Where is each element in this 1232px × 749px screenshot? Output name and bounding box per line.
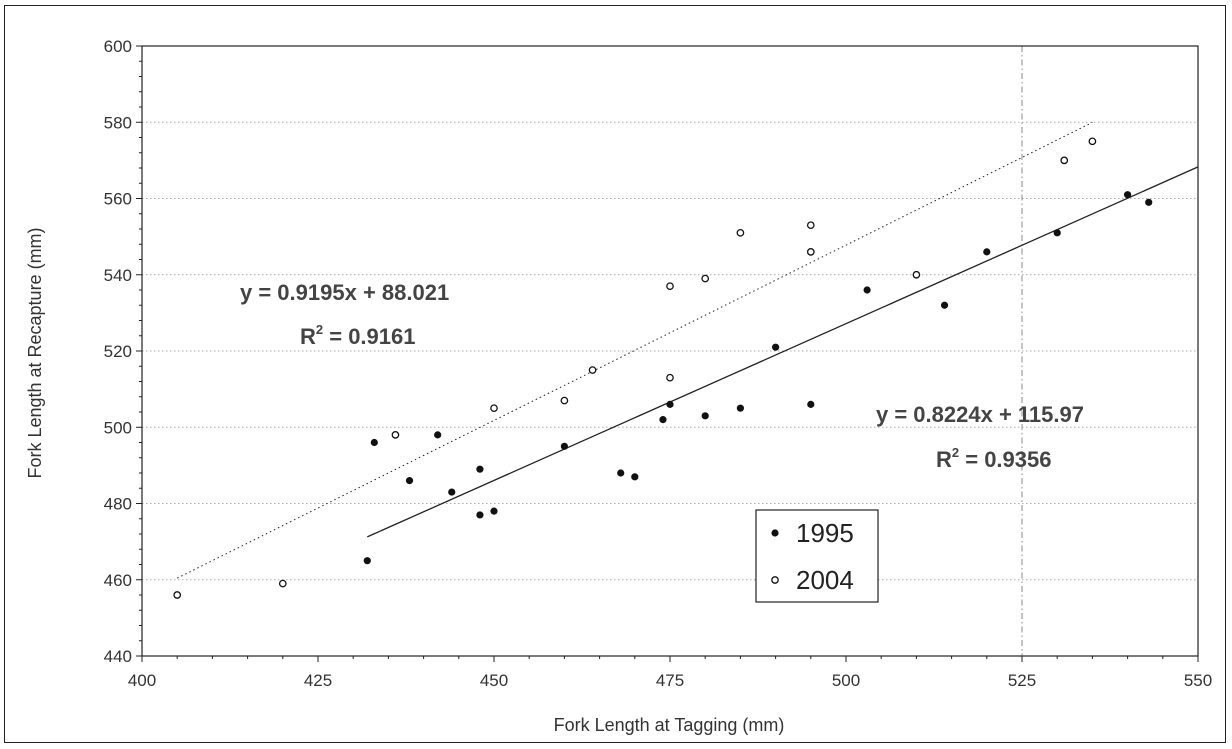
r2-2004: R2 = 0.9161 xyxy=(300,322,416,349)
tick-label-y-560: 560 xyxy=(104,190,132,209)
point-1995 xyxy=(983,248,991,256)
point-1995 xyxy=(659,416,667,424)
point-1995 xyxy=(1053,229,1061,237)
tick-label-x-500: 500 xyxy=(832,671,860,690)
point-2004 xyxy=(588,366,597,374)
point-1995 xyxy=(476,511,484,519)
tick-label-x-550: 550 xyxy=(1184,671,1212,690)
point-1995 xyxy=(863,286,871,294)
legend-marker-2004 xyxy=(771,576,779,584)
legend-label-2004: 2004 xyxy=(796,565,854,595)
point-2004 xyxy=(278,579,287,588)
equation-1995: y = 0.8224x + 115.97 xyxy=(876,402,1084,427)
tick-label-y-460: 460 xyxy=(104,571,132,590)
r2-1995: R2 = 0.9356 xyxy=(936,445,1052,472)
point-1995 xyxy=(701,412,709,420)
point-1995 xyxy=(434,431,442,439)
tick-label-y-520: 520 xyxy=(104,342,132,361)
point-1995 xyxy=(631,473,639,481)
legend-label-1995: 1995 xyxy=(796,518,854,548)
point-2004 xyxy=(736,228,745,237)
legend: 1995 2004 xyxy=(755,509,879,603)
point-1995 xyxy=(807,400,815,408)
point-1995 xyxy=(1145,198,1153,206)
tick-label-y-480: 480 xyxy=(104,495,132,514)
point-1995 xyxy=(736,404,745,412)
point-2004 xyxy=(560,396,569,405)
point-2004 xyxy=(806,221,815,230)
point-2004 xyxy=(1088,137,1097,146)
point-2004 xyxy=(391,431,400,439)
point-2004 xyxy=(173,591,182,599)
point-2004 xyxy=(701,274,710,283)
point-1995 xyxy=(370,438,378,447)
chart-frame xyxy=(4,5,1226,743)
tick-label-x-400: 400 xyxy=(128,671,156,690)
equation-2004: y = 0.9195x + 88.021 xyxy=(240,280,449,305)
point-2004 xyxy=(1060,156,1069,165)
point-1995 xyxy=(1124,191,1132,199)
point-2004 xyxy=(912,270,921,279)
point-1995 xyxy=(476,465,484,473)
point-1995 xyxy=(490,507,498,515)
grid-lines xyxy=(142,46,1198,656)
point-2004 xyxy=(666,282,674,291)
point-2004 xyxy=(806,248,815,256)
point-1995 xyxy=(405,477,414,485)
trendline-2004 xyxy=(176,121,1093,579)
point-2004 xyxy=(666,373,674,382)
point-1995 xyxy=(940,301,949,309)
tick-label-y-600: 600 xyxy=(104,37,132,56)
plot-area-border xyxy=(141,45,1199,657)
axes: 440 460 480 500 520 540 560 580 600 400 425 450 475 5… xyxy=(104,37,1213,690)
tick-label-x-525: 525 xyxy=(1008,671,1036,690)
tick-label-y-540: 540 xyxy=(104,266,132,285)
point-1995 xyxy=(448,488,456,496)
point-1995 xyxy=(666,400,674,408)
point-1995 xyxy=(560,442,569,450)
legend-marker-1995 xyxy=(771,529,779,537)
point-2004 xyxy=(490,404,498,413)
tick-label-x-450: 450 xyxy=(480,671,508,690)
tick-label-x-425: 425 xyxy=(304,671,332,690)
x-axis-title: Fork Length at Tagging (mm) xyxy=(554,715,785,735)
trendlines xyxy=(176,121,1199,579)
tick-label-y-440: 440 xyxy=(104,647,132,666)
data-points xyxy=(173,137,1153,599)
point-1995 xyxy=(617,469,625,477)
trendline-1995 xyxy=(367,166,1199,538)
tick-label-y-500: 500 xyxy=(104,418,132,437)
y-axis-title: Fork Length at Recapture (mm) xyxy=(25,227,45,478)
tick-label-y-580: 580 xyxy=(104,113,132,132)
point-1995 xyxy=(772,343,780,351)
tick-label-x-475: 475 xyxy=(656,671,684,690)
legend-box xyxy=(755,509,879,603)
point-1995 xyxy=(363,557,371,565)
